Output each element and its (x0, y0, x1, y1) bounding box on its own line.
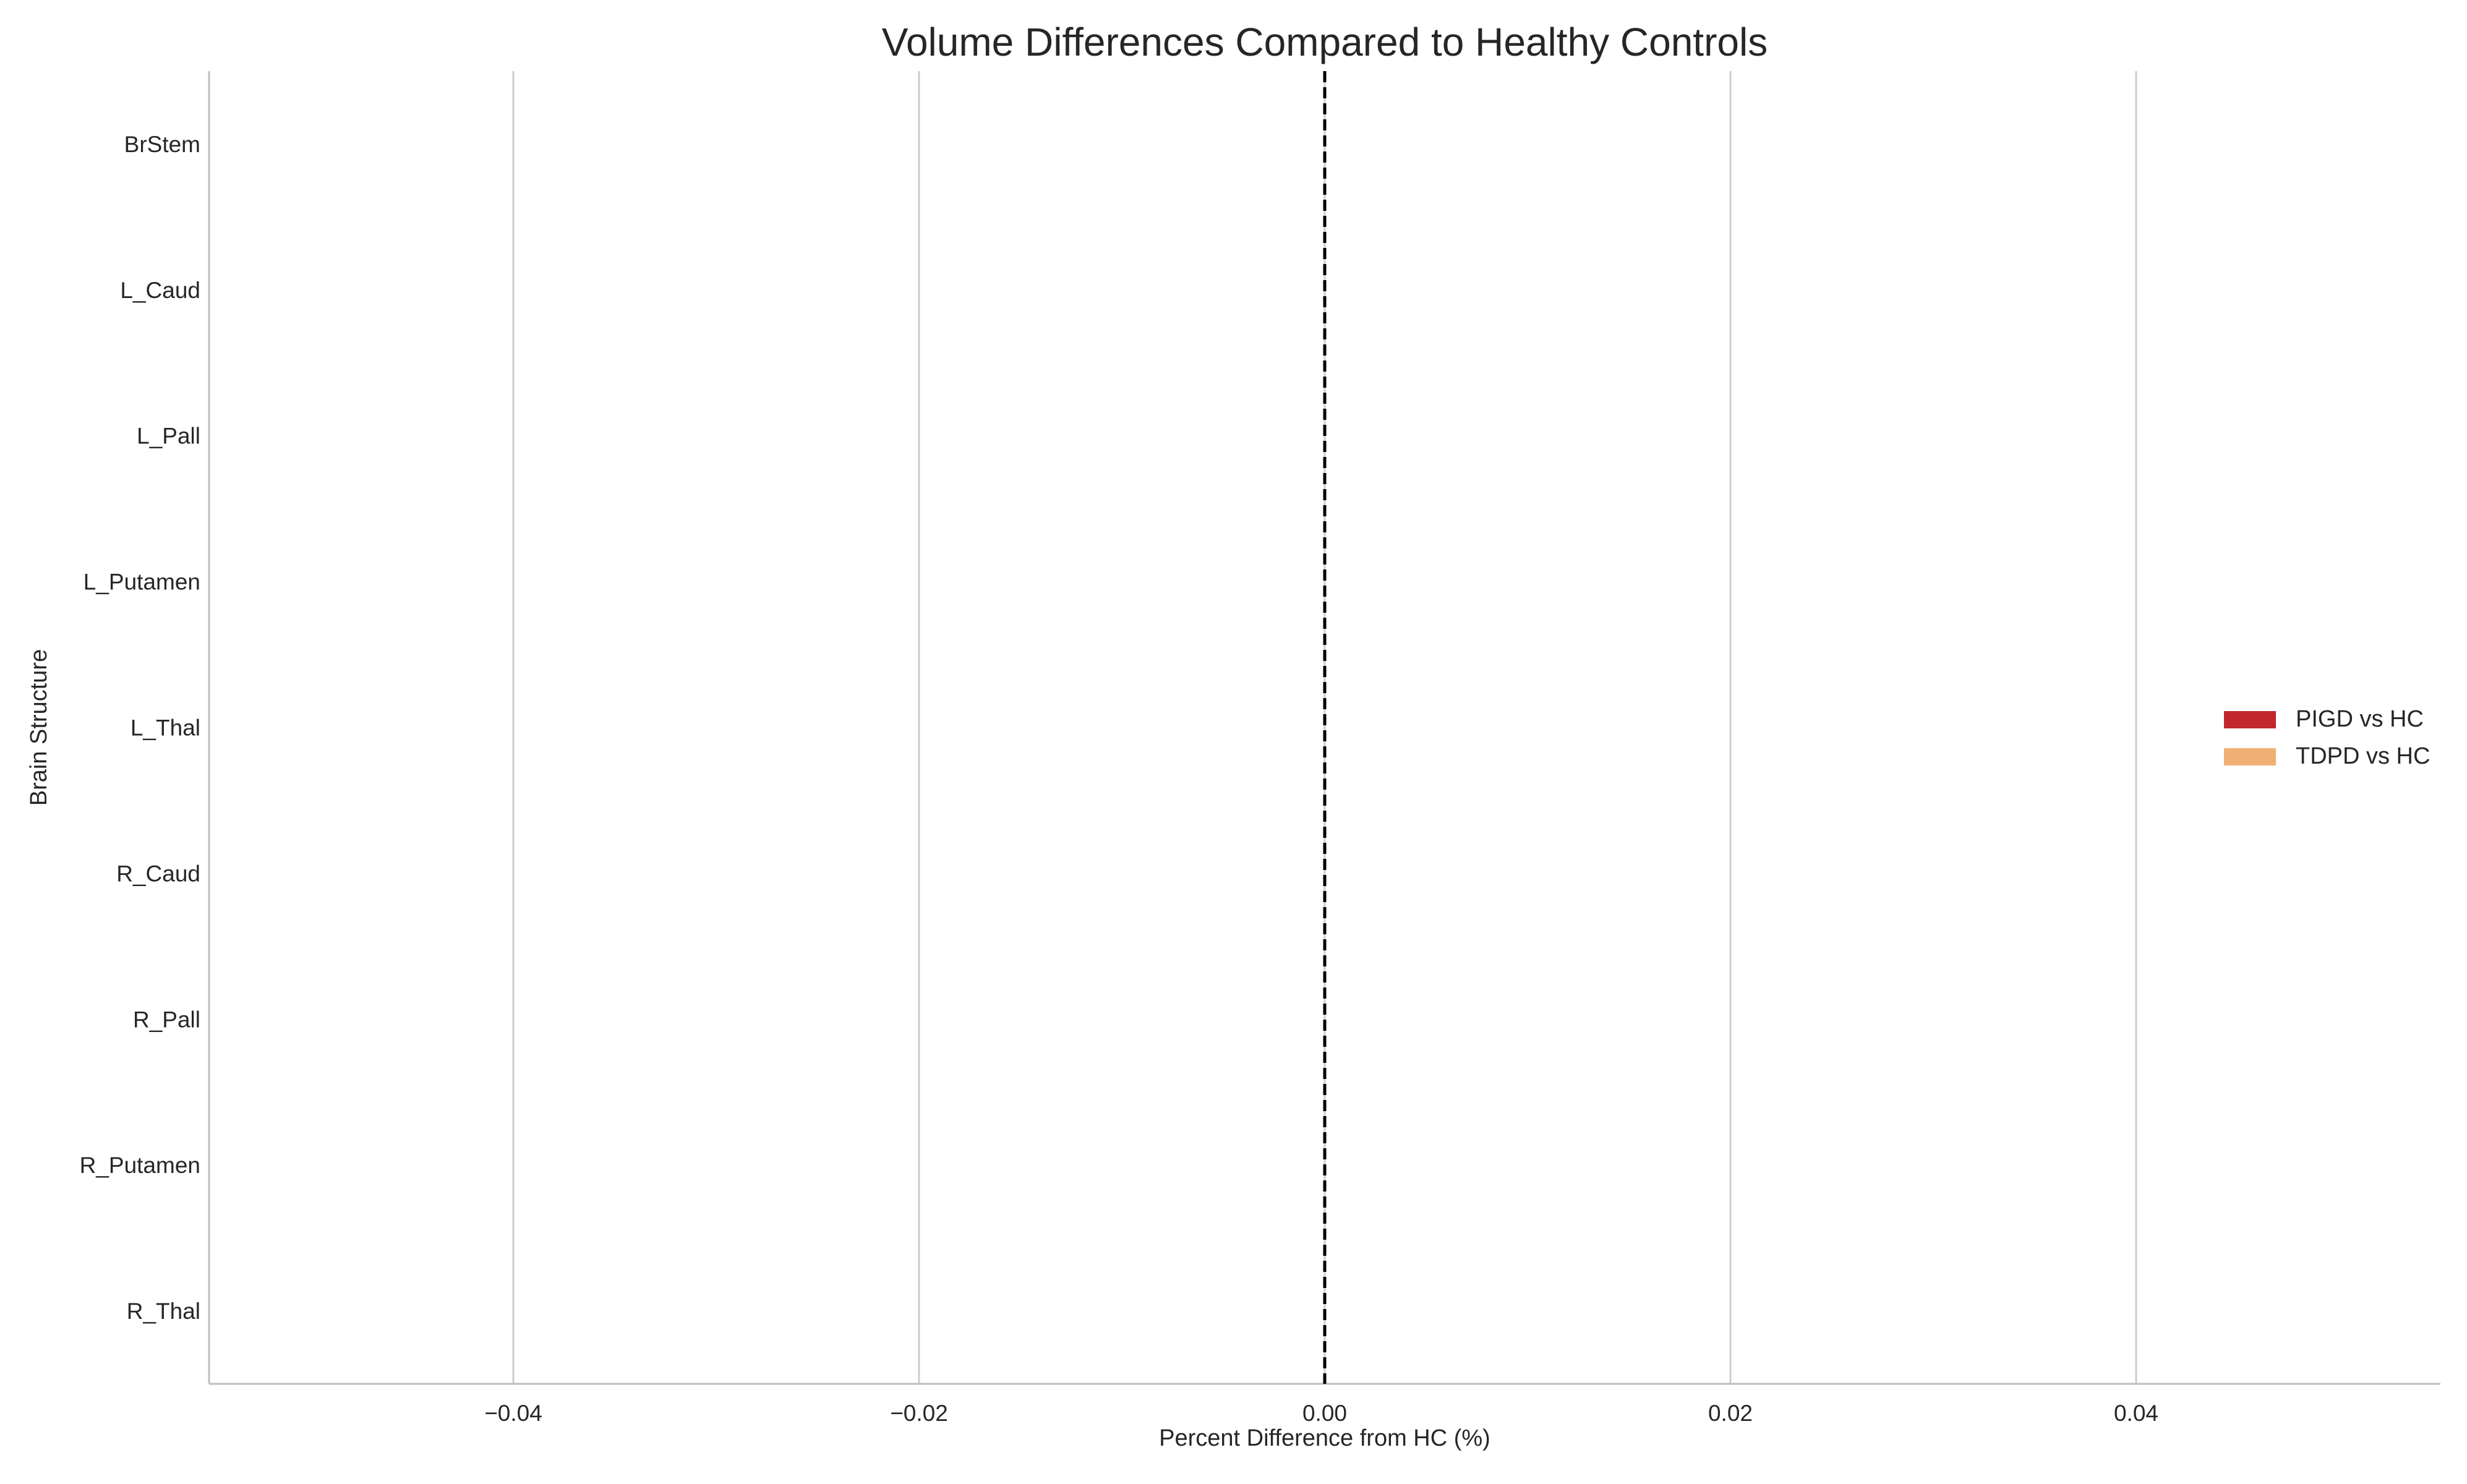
y-tick-label: L_Thal (130, 715, 200, 741)
x-tick-label: 0.02 (1708, 1401, 1753, 1426)
x-tick-label: 0.04 (2114, 1401, 2158, 1426)
y-axis-label: Brain Structure (26, 649, 52, 806)
y-tick-label: L_Putamen (83, 569, 200, 595)
y-tick-label: R_Caud (116, 861, 200, 886)
legend-label: PIGD vs HC (2296, 706, 2424, 732)
y-tick-label: L_Caud (120, 278, 200, 303)
x-tick-label: −0.02 (890, 1401, 948, 1426)
y-tick-label: R_Pall (133, 1007, 200, 1032)
y-tick-label: BrStem (124, 132, 200, 157)
x-tick-label: −0.04 (484, 1401, 542, 1426)
y-tick-labels: BrStem L_Caud L_Pall L_Putamen L_Thal R_Caud R… (80, 132, 200, 1324)
x-tick-label: 0.00 (1302, 1401, 1347, 1426)
legend: PIGD vs HC TDPD vs HC (2224, 706, 2430, 769)
chart-title: Volume Differences Compared to Healthy C… (882, 20, 1768, 64)
y-tick-label: R_Thal (127, 1298, 200, 1324)
x-tick-labels: −0.04 −0.02 0.00 0.02 0.04 (484, 1401, 2158, 1426)
x-axis-label: Percent Difference from HC (%) (1159, 1425, 1490, 1451)
legend-swatch (2224, 711, 2276, 728)
legend-swatch (2224, 748, 2276, 765)
y-tick-label: R_Putamen (80, 1153, 200, 1178)
y-tick-label: L_Pall (137, 424, 200, 449)
legend-label: TDPD vs HC (2296, 743, 2430, 769)
